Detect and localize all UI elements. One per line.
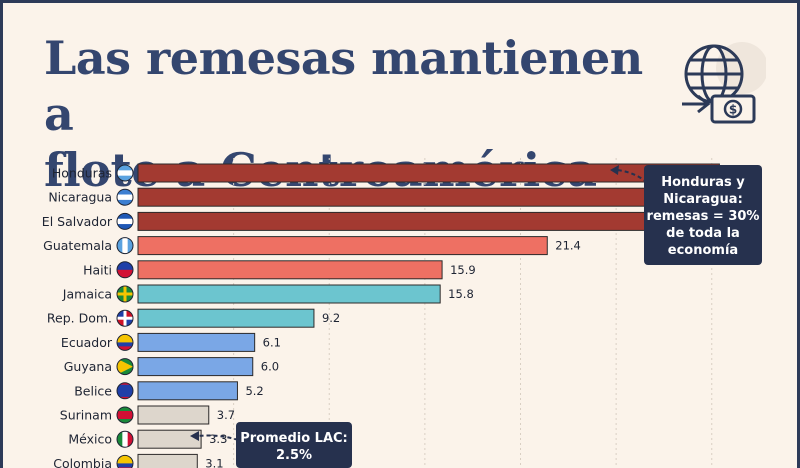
category-label: Jamaica	[62, 287, 112, 302]
category-label: Honduras	[52, 166, 112, 181]
bar	[137, 332, 256, 352]
bar	[137, 211, 661, 231]
mexico-flag-icon	[116, 430, 134, 448]
title-line-1: Las remesas mantienen a	[44, 31, 643, 141]
jamaica-flag-icon	[116, 285, 134, 303]
value-label: 3.7	[217, 408, 235, 422]
bar	[137, 236, 548, 256]
ecuador-flag-icon	[116, 333, 134, 351]
category-label: Belice	[74, 383, 112, 398]
callout-line: 2.5%	[275, 448, 313, 463]
category-label: México	[68, 432, 112, 447]
value-label: 21.4	[555, 239, 581, 253]
value-label: 9.2	[322, 311, 340, 325]
callout-line: Promedio LAC:	[240, 431, 348, 446]
arrow-head	[190, 431, 199, 441]
value-label: 3.3	[209, 432, 227, 446]
bar	[137, 429, 202, 449]
category-label: Surinam	[60, 408, 112, 423]
value-label: 3.1	[205, 456, 223, 468]
bar	[137, 284, 441, 304]
category-label: El Salvador	[42, 214, 113, 229]
bar	[137, 381, 238, 401]
callout-arrow	[195, 434, 239, 441]
callout-line: de toda la	[666, 226, 740, 241]
bar	[137, 453, 198, 468]
bar	[137, 405, 210, 425]
category-label: Nicaragua	[48, 190, 112, 205]
category-label: Haiti	[83, 262, 112, 277]
bar	[137, 260, 443, 280]
callout-lac-average: Promedio LAC: 2.5%	[236, 422, 352, 468]
category-label: Guatemala	[43, 238, 112, 253]
nicaragua-flag-icon	[116, 188, 134, 206]
belize-flag-icon	[116, 382, 134, 400]
el-salvador-flag-icon	[116, 212, 134, 230]
value-label: 5.2	[245, 384, 263, 398]
value-label: 6.1	[263, 335, 281, 349]
bar	[137, 187, 713, 207]
callout-line: Honduras y	[661, 175, 745, 190]
arrow-head	[610, 165, 619, 175]
guatemala-flag-icon	[116, 237, 134, 255]
category-label: Rep. Dom.	[47, 311, 112, 326]
callout-arrow	[615, 169, 658, 193]
value-label: 15.8	[448, 287, 474, 301]
callout-line: Nicaragua:	[663, 192, 743, 207]
haiti-flag-icon	[116, 261, 134, 279]
bar	[137, 308, 315, 328]
dominican-republic-flag-icon	[116, 309, 134, 327]
svg-text:$: $	[729, 103, 737, 117]
value-label: 6.0	[261, 360, 279, 374]
category-label: Ecuador	[61, 335, 113, 350]
globe-money-icon: $	[682, 42, 766, 124]
colombia-flag-icon	[116, 454, 134, 468]
callout-line: economía	[667, 243, 739, 258]
category-label: Guyana	[64, 359, 112, 374]
honduras-flag-icon	[116, 164, 134, 182]
suriname-flag-icon	[116, 406, 134, 424]
callout-line: remesas = 30%	[646, 209, 760, 224]
callout-centroamerica: Honduras y Nicaragua: remesas = 30% de t…	[644, 165, 762, 265]
value-label: 15.9	[450, 263, 476, 277]
guyana-flag-icon	[116, 358, 134, 376]
bar	[137, 357, 254, 377]
category-label: Colombia	[53, 456, 112, 468]
